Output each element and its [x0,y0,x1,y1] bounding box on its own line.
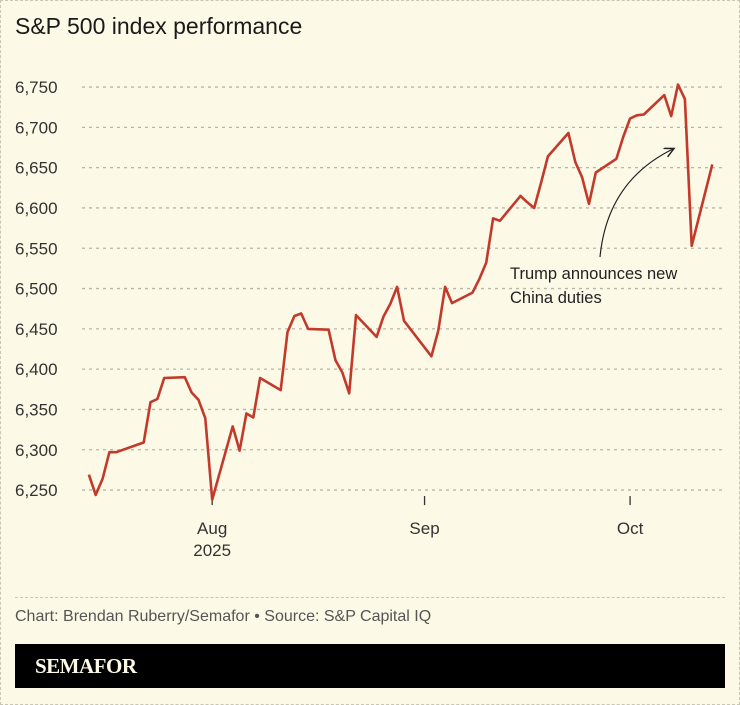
y-tick-label: 6,350 [15,400,58,419]
y-tick-label: 6,700 [15,118,58,137]
y-tick-label: 6,400 [15,360,58,379]
y-tick-label: 6,550 [15,239,58,258]
y-tick-label: 6,750 [15,78,58,97]
series-line [87,83,714,501]
annotation-line-1: Trump announces new [510,265,677,283]
x-tick-label: Oct [617,519,644,538]
x-tick-label: Aug [197,519,227,538]
annotation: Trump announces new China duties [510,149,677,307]
annotation-line-2: China duties [510,289,602,307]
y-tick-label: 6,450 [15,320,58,339]
line-chart: 6,250 6,300 6,350 6,400 6,450 6,500 6,550 6,600… [15,78,726,560]
y-tick-label: 6,600 [15,199,58,218]
x-tick-label: Sep [409,519,439,538]
source-credit: Chart: Brendan Ruberry/Semafor • Source:… [15,608,432,625]
semafor-logo: SEMAFOR [35,654,137,678]
brand-bar: SEMAFOR [15,644,725,688]
y-tick-label: 6,500 [15,280,58,299]
annotation-arrow [599,149,673,258]
chart-title: S&P 500 index performance [15,13,303,39]
y-tick-label: 6,650 [15,159,58,178]
divider [15,597,725,598]
y-tick-label: 6,250 [15,481,58,500]
y-tick-label: 6,300 [15,441,58,460]
x-tick-sublabel: 2025 [193,541,231,560]
